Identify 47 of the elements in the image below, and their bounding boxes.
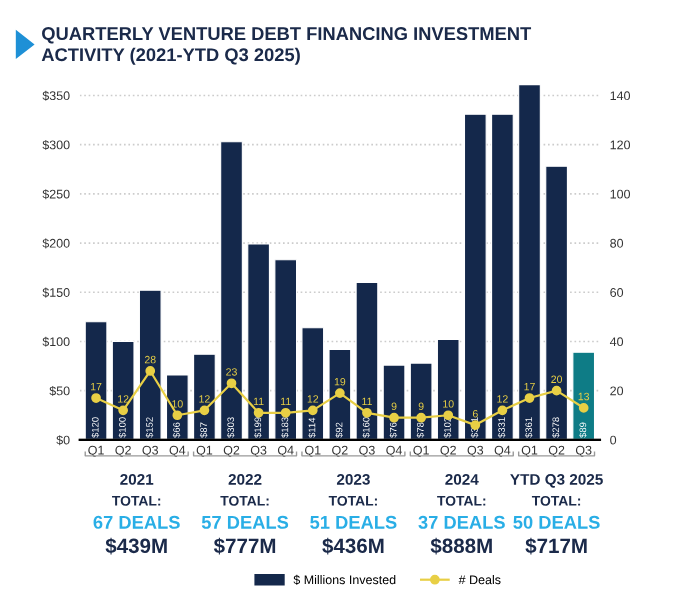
point — [118, 405, 129, 416]
text: $439M — [105, 537, 167, 555]
point — [145, 366, 156, 376]
bar — [409, 362, 433, 440]
point — [335, 388, 345, 398]
bar — [355, 281, 379, 440]
bar — [518, 84, 541, 440]
bar — [220, 141, 243, 440]
text: $436M — [322, 537, 384, 555]
text: 51 DEALS — [310, 515, 397, 529]
point — [362, 407, 372, 418]
bar — [111, 340, 135, 440]
bar — [436, 338, 460, 440]
point — [416, 412, 426, 423]
bar — [274, 259, 298, 440]
text: 67 DEALS — [93, 515, 180, 529]
point — [578, 403, 589, 413]
text: 37 DEALS — [418, 515, 505, 529]
bar — [572, 351, 596, 440]
bar — [463, 113, 487, 440]
point — [280, 407, 291, 418]
text: 50 DEALS — [513, 515, 600, 529]
text: $777M — [213, 537, 276, 555]
bar — [247, 243, 270, 440]
bar — [491, 113, 514, 440]
bar — [138, 289, 162, 440]
bar — [301, 327, 325, 440]
point — [172, 410, 183, 421]
bar — [84, 321, 108, 440]
point — [524, 393, 535, 403]
point — [497, 405, 508, 416]
point — [253, 407, 264, 418]
bar — [193, 353, 216, 440]
bar — [165, 374, 189, 440]
bar — [328, 348, 352, 440]
point — [91, 393, 101, 403]
point — [389, 412, 399, 423]
point — [307, 405, 318, 416]
bar — [545, 165, 568, 440]
chart-title: QUARTERLY VENTURE DEBT FINANCING INVESTMENT ACTIVITY (2021-YTD Q3 2025) — [41, 27, 532, 65]
point — [226, 378, 237, 389]
text: $717M — [525, 537, 587, 555]
bar — [382, 364, 406, 440]
text: 57 DEALS — [201, 515, 289, 529]
point — [551, 385, 562, 396]
text: $888M — [430, 537, 492, 555]
point — [199, 405, 210, 416]
